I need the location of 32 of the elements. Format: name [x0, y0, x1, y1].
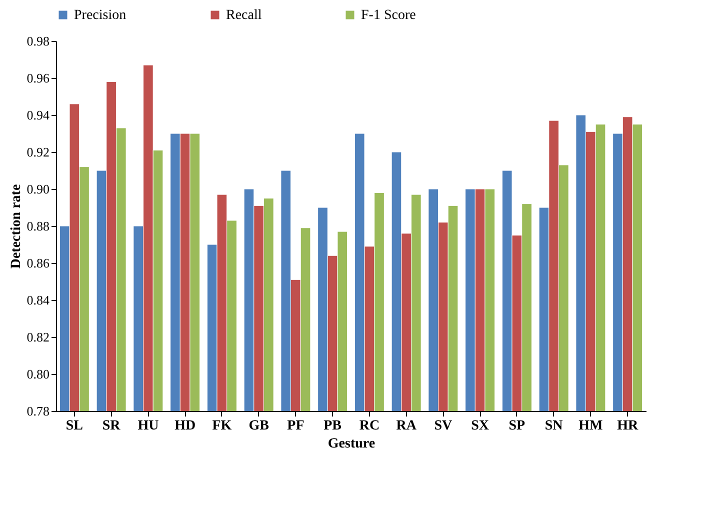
x-tick-label: HM: [578, 418, 603, 434]
x-tick-label: RA: [396, 418, 418, 434]
y-tick-label: 0.94: [26, 108, 50, 122]
y-tick-label: 0.82: [26, 330, 50, 344]
y-tick-label: 0.80: [26, 366, 50, 382]
x-tick-label: SP: [508, 418, 526, 434]
y-tick-label: 0.96: [26, 70, 50, 86]
x-axis-title: Gesture: [328, 436, 376, 452]
y-tick-label: 0.78: [26, 404, 50, 418]
x-tick-label: SR: [102, 418, 122, 434]
y-axis-title: Detection rate: [8, 184, 24, 269]
x-tick-label: SX: [471, 418, 490, 434]
x-tick-label: HD: [174, 418, 196, 434]
legend-label: Precision: [74, 8, 126, 23]
x-tick-label: HR: [617, 418, 639, 434]
x-tick-label: SV: [434, 418, 452, 434]
x-tick-label: PF: [287, 418, 304, 434]
y-tick-label: 0.88: [26, 218, 50, 234]
y-tick-label: 0.92: [26, 144, 50, 160]
y-tick-label: 0.98: [26, 34, 50, 48]
x-tick-label: SL: [66, 418, 83, 434]
x-tick-label: RC: [359, 418, 380, 434]
x-tick-label: GB: [248, 418, 269, 434]
x-tick-label: PB: [324, 418, 342, 434]
x-tick-label: HU: [138, 418, 159, 434]
legend-label: F-1 Score: [361, 8, 416, 23]
x-tick-label: SN: [544, 418, 563, 434]
y-tick-label: 0.90: [26, 182, 50, 196]
y-tick-label: 0.86: [26, 256, 50, 270]
y-tick-label: 0.84: [26, 292, 50, 308]
x-tick-label: FK: [212, 418, 232, 434]
legend-label: Recall: [226, 8, 262, 23]
